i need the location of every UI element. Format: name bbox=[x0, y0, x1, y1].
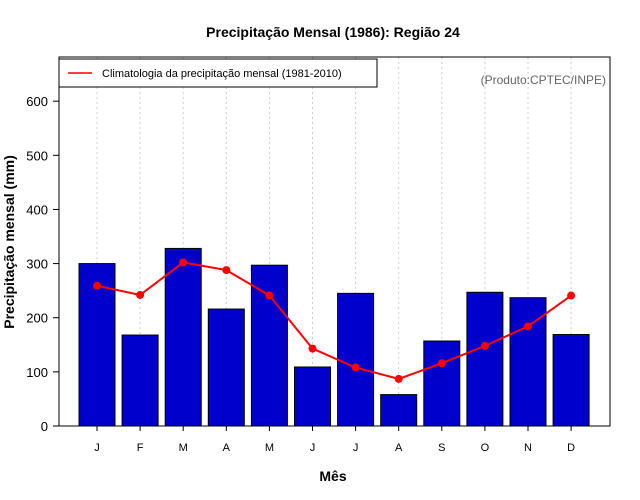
climatology-point-6 bbox=[351, 363, 360, 372]
source-annotation: (Produto:CPTEC/INPE) bbox=[481, 73, 606, 87]
x-tick-label: M bbox=[265, 442, 274, 454]
x-tick-label: F bbox=[137, 442, 144, 454]
climatology-point-10 bbox=[524, 322, 532, 331]
y-tick-label: 600 bbox=[26, 94, 48, 109]
x-tick-label: J bbox=[94, 442, 100, 454]
chart-title: Precipitação Mensal (1986): Região 24 bbox=[206, 24, 460, 40]
climatology-point-8 bbox=[437, 359, 446, 368]
bar-5 bbox=[294, 366, 331, 427]
y-axis: 0 100 200 300 400 500 600 bbox=[26, 94, 59, 434]
y-tick-label: 300 bbox=[26, 257, 48, 272]
bar-6 bbox=[337, 292, 375, 427]
y-tick-label: 100 bbox=[26, 365, 48, 380]
legend-label: Climatologia da precipitação mensal (198… bbox=[102, 68, 342, 80]
y-axis-title: Precipitação mensal (mm) bbox=[1, 155, 17, 329]
x-tick-label: J bbox=[310, 442, 316, 454]
grid-layer bbox=[96, 57, 572, 426]
climatology-point-9 bbox=[480, 341, 489, 350]
bar-1 bbox=[121, 334, 159, 427]
y-tick-label: 400 bbox=[26, 202, 48, 217]
bar-9 bbox=[466, 291, 504, 427]
bar-11 bbox=[552, 334, 590, 427]
x-tick-label: S bbox=[438, 442, 445, 454]
climatology-point-2 bbox=[179, 258, 188, 267]
x-tick-label: N bbox=[524, 442, 532, 454]
y-tick-label: 200 bbox=[26, 311, 48, 326]
climatology-point-7 bbox=[394, 374, 403, 383]
bar-2 bbox=[164, 247, 202, 427]
bar-8 bbox=[423, 340, 461, 427]
climatology-line-layer bbox=[93, 258, 576, 383]
x-tick-label: M bbox=[179, 442, 188, 454]
x-tick-label: J bbox=[353, 442, 359, 454]
plot-frame bbox=[58, 56, 611, 427]
climatology-point-0 bbox=[93, 281, 101, 290]
climatology-point-5 bbox=[308, 344, 317, 353]
x-tick-label: D bbox=[567, 442, 575, 454]
legend: Climatologia da precipitação mensal (198… bbox=[58, 58, 378, 88]
climatology-point-1 bbox=[136, 290, 145, 299]
x-tick-label: A bbox=[395, 442, 403, 454]
climatology-point-4 bbox=[265, 291, 274, 300]
x-tick-label: A bbox=[223, 442, 231, 454]
bar-4 bbox=[250, 264, 288, 427]
y-tick-label: 500 bbox=[26, 148, 48, 163]
legend-box bbox=[58, 58, 378, 88]
x-axis-title: Mês bbox=[319, 468, 346, 484]
climatology-point-11 bbox=[567, 291, 576, 300]
climatology-point-3 bbox=[222, 266, 231, 275]
bar-7 bbox=[380, 394, 418, 427]
x-tick-label: O bbox=[481, 442, 490, 454]
bars-layer bbox=[78, 247, 590, 427]
climatology-line bbox=[96, 261, 572, 380]
y-tick-label: 0 bbox=[41, 419, 48, 434]
bar-3 bbox=[207, 308, 245, 427]
bar-0 bbox=[78, 263, 116, 427]
